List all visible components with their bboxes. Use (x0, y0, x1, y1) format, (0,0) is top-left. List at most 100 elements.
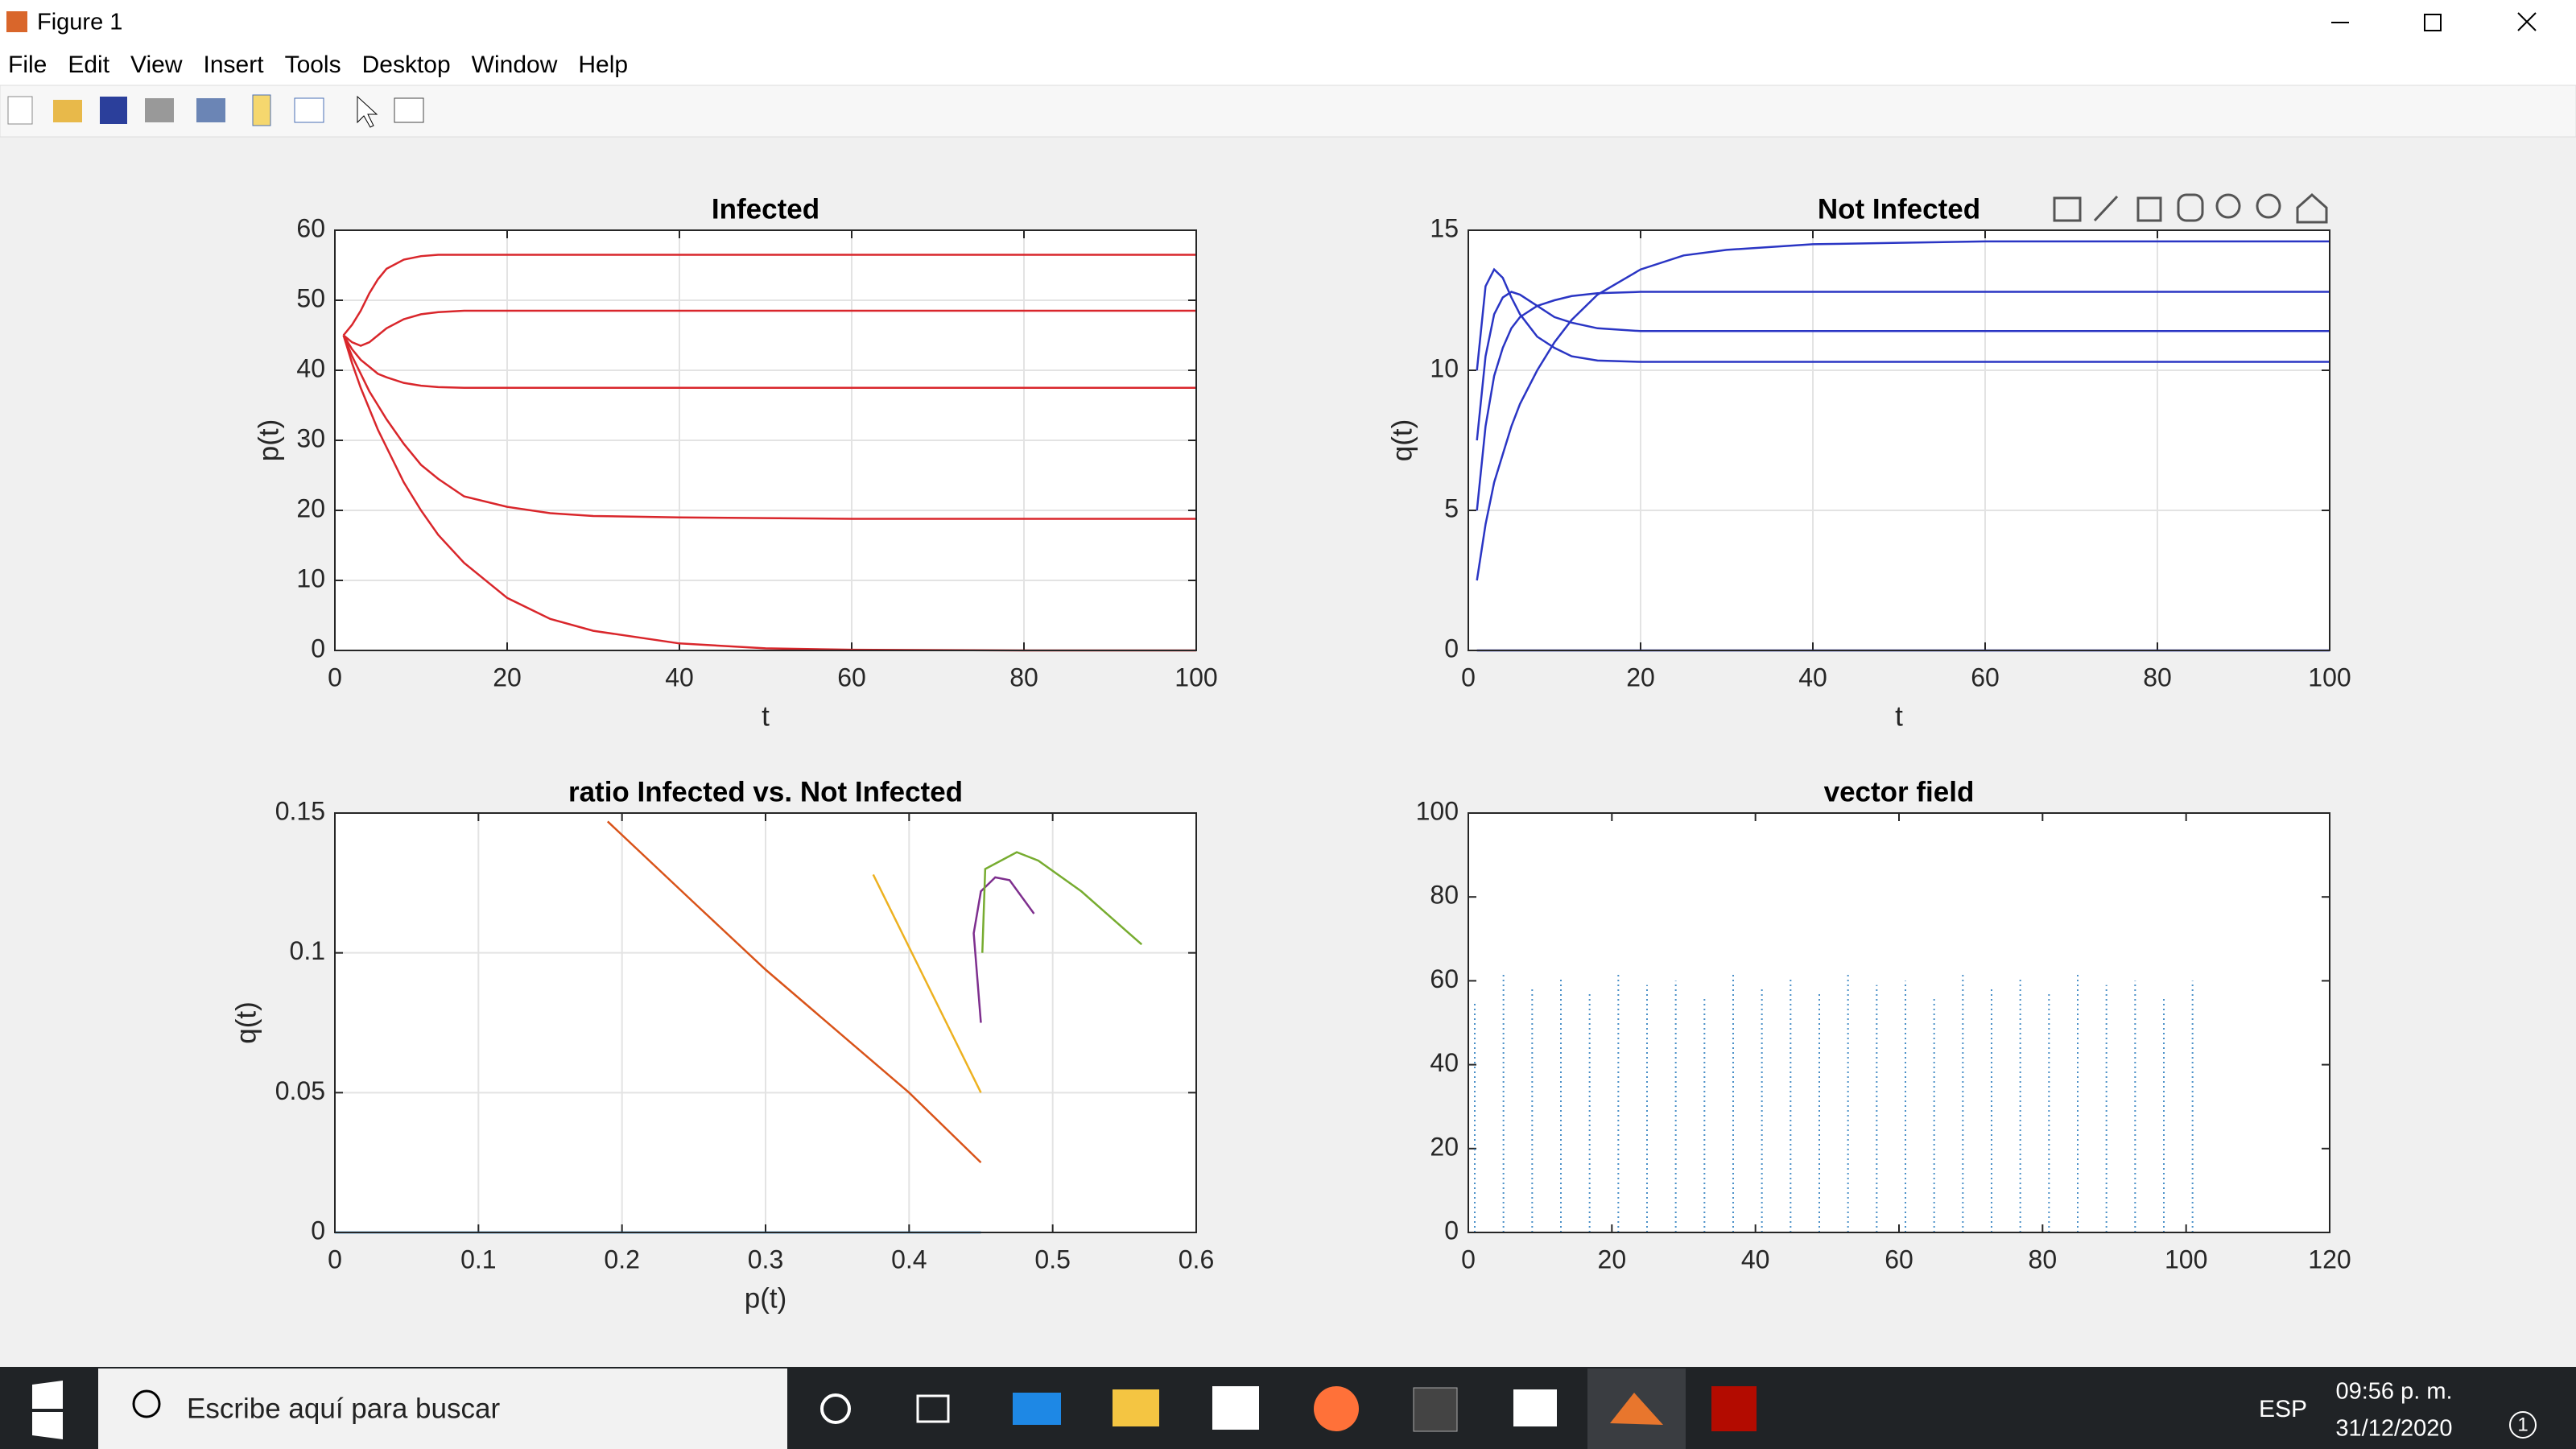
search-box[interactable] (98, 1368, 787, 1449)
x-tick-label: 0 (328, 663, 342, 691)
open-icon[interactable] (53, 100, 82, 122)
toolbar (0, 85, 2576, 138)
print-icon[interactable] (145, 98, 174, 122)
menu-item[interactable]: Help (578, 52, 628, 78)
menu-item[interactable]: Window (472, 52, 558, 78)
axes-frame (1468, 812, 2330, 1233)
export-icon[interactable] (2053, 196, 2082, 222)
acrobat-icon[interactable] (1711, 1386, 1757, 1431)
legend-icon[interactable] (294, 97, 324, 123)
close-button[interactable] (2517, 12, 2537, 31)
plot: 0 0.1 0.2 0.3 0.4 0.5 0.6 0 0.05 0.1 0.15 ratio Inf… (230, 776, 1214, 1314)
matlab-icon (1610, 1393, 1663, 1425)
data-line (981, 851, 1143, 953)
plot: 0 20 40 60 80 100 0 10 20 30 40 50 60 Infected t p(t) (253, 193, 1217, 732)
clock-time[interactable]: 09:56 p. m. (2335, 1379, 2452, 1405)
menu-item[interactable]: Tools (285, 52, 341, 78)
brush-icon[interactable] (2093, 195, 2119, 222)
y-tick-label: 0 (311, 634, 325, 663)
store-icon[interactable] (1212, 1386, 1259, 1430)
zoom-in-icon[interactable] (2215, 193, 2241, 219)
x-tick-label: 20 (493, 663, 522, 691)
y-tick-label: 50 (296, 283, 325, 312)
x-axis-label: t (762, 700, 770, 732)
x-tick-label: 40 (665, 663, 694, 691)
menu-bar: File Edit View Insert Tools Desktop Window Help (8, 52, 628, 78)
firefox-icon[interactable] (1314, 1386, 1359, 1431)
language-indicator[interactable]: ESP (2259, 1396, 2307, 1422)
notification-badge[interactable] (2509, 1411, 2537, 1439)
menu-item[interactable]: Desktop (362, 52, 451, 78)
search-placeholder: Escribe aquí para buscar (187, 1393, 500, 1424)
x-tick-label: 120 (2308, 1245, 2351, 1274)
y-tick-label: 60 (1430, 964, 1459, 993)
y-axis-label: p(t) (253, 419, 284, 462)
start-button[interactable] (32, 1381, 63, 1439)
clock-date[interactable]: 31/12/2020 (2335, 1416, 2452, 1442)
task-view-icon[interactable] (916, 1394, 950, 1423)
y-tick-label: 30 (296, 423, 325, 452)
menu-item[interactable]: Edit (68, 52, 109, 78)
y-tick-label: 0 (1444, 1216, 1459, 1245)
axes-frame (334, 812, 1197, 1233)
data-line (1476, 240, 2330, 581)
home-icon[interactable] (2296, 192, 2328, 224)
x-tick-label: 0.2 (604, 1245, 639, 1274)
y-tick-label: 0.15 (275, 796, 325, 825)
data-line (1476, 291, 2330, 511)
colorbar-icon[interactable] (252, 94, 271, 126)
x-tick-label: 0.6 (1179, 1245, 1214, 1274)
axes-background (1468, 813, 2330, 1232)
taskbar-apps (820, 1368, 1757, 1449)
explorer-icon[interactable] (1113, 1389, 1159, 1426)
texmaker-icon[interactable] (1413, 1387, 1458, 1432)
x-tick-label: 60 (1885, 1245, 1913, 1274)
datatip-icon[interactable] (2136, 196, 2162, 222)
print-preview-icon[interactable] (196, 98, 225, 122)
data-line (1476, 291, 2330, 441)
zoom-out-icon[interactable] (2256, 193, 2281, 219)
x-tick-label: 60 (837, 663, 866, 691)
menu-item[interactable]: View (130, 52, 183, 78)
chart-title: Infected (712, 193, 819, 225)
y-tick-label: 0 (311, 1216, 325, 1245)
x-tick-label: 100 (2165, 1245, 2207, 1274)
x-tick-label: 0 (1461, 1245, 1476, 1274)
pointer-icon[interactable] (357, 95, 378, 128)
axes-background (1468, 230, 2330, 650)
y-tick-label: 0 (1444, 634, 1459, 663)
chart-title: ratio Infected vs. Not Infected (568, 776, 963, 807)
axes-frame (1468, 229, 2330, 651)
data-line (342, 254, 1196, 336)
y-tick-label: 0.05 (275, 1076, 325, 1105)
window-title: Figure 1 (37, 10, 122, 35)
y-tick-label: 0.1 (290, 936, 325, 965)
new-icon[interactable] (7, 96, 33, 125)
data-line (342, 335, 1196, 520)
y-axis-label: q(t) (230, 1001, 262, 1044)
x-tick-label: 0.1 (460, 1245, 496, 1274)
y-tick-label: 60 (296, 213, 325, 242)
x-tick-label: 40 (1741, 1245, 1770, 1274)
save-icon[interactable] (100, 97, 127, 124)
menu-item[interactable]: Insert (204, 52, 265, 78)
title-bar (0, 0, 2576, 85)
y-tick-label: 20 (296, 493, 325, 522)
y-tick-label: 15 (1430, 213, 1459, 242)
y-tick-label: 100 (1416, 796, 1459, 825)
y-tick-label: 20 (1430, 1132, 1459, 1161)
axes-toolbar (2053, 192, 2328, 224)
mail-icon[interactable] (1013, 1393, 1061, 1425)
x-axis-label: p(t) (745, 1282, 787, 1314)
y-axis-label: q(t) (1386, 419, 1418, 462)
cortana-icon[interactable] (820, 1393, 851, 1424)
menu-item[interactable]: File (8, 52, 47, 78)
x-tick-label: 0.5 (1034, 1245, 1070, 1274)
pan-icon[interactable] (2177, 193, 2204, 222)
property-icon[interactable] (394, 97, 424, 123)
restore-button[interactable] (2424, 14, 2442, 31)
whiteboard-icon[interactable] (1513, 1389, 1557, 1426)
x-tick-label: 100 (1174, 663, 1217, 691)
